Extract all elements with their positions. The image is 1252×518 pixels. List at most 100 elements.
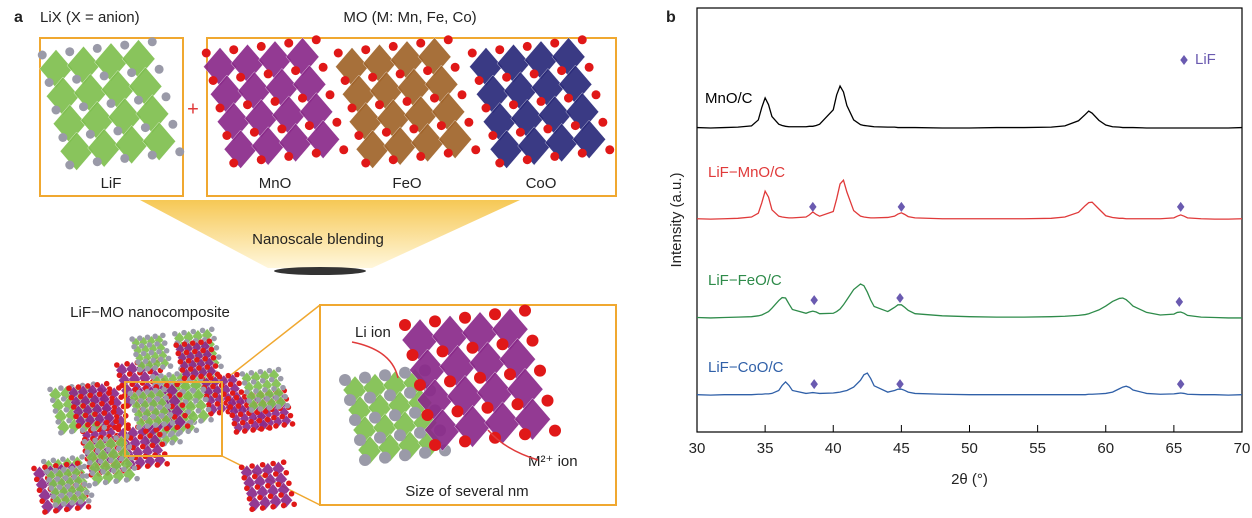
atom [104,420,110,426]
atom [39,498,45,504]
atom [55,476,61,482]
atom [166,372,172,378]
atom [229,159,238,168]
atom [264,69,273,78]
atom [550,152,559,161]
atom [430,94,439,103]
atom [409,407,421,419]
atom [120,41,129,50]
atom [142,415,148,421]
y-axis-label: Intensity (a.u.) [668,172,685,267]
atom [128,391,134,397]
atom [339,145,348,154]
atom [61,467,67,473]
atom [168,120,177,129]
atom [271,415,277,421]
atom [158,357,164,363]
atom [257,418,263,424]
figure: a LiX (X = anion) MO (M: Mn, Fe, Co) + N… [0,0,1252,518]
atom [384,389,396,401]
atom [281,503,287,509]
atom [228,382,234,388]
atom [288,413,294,419]
atom [312,149,321,158]
atom [495,159,504,168]
atom [98,459,104,465]
atom [276,367,282,373]
atom [73,414,79,420]
atom [537,97,546,106]
atom [255,484,261,490]
atom [437,121,446,130]
atom [252,474,258,480]
atom [154,341,160,347]
atom [291,66,300,75]
atom [38,51,47,60]
atom [354,131,363,140]
lif-marker [896,293,904,303]
atom [57,484,63,490]
atom [276,404,282,410]
atom [61,501,67,507]
m-ion-label: M²⁺ ion [528,453,578,470]
atom [89,492,95,498]
atom [105,447,111,453]
lix-title: LiX (X = anion) [40,9,140,26]
atom [416,39,425,48]
atom [209,347,215,353]
atom [348,104,357,113]
atom [354,434,366,446]
atom [239,464,245,470]
atom [244,485,250,491]
atom [177,392,183,398]
atom [279,414,285,420]
atom [182,376,188,382]
atom [95,448,101,454]
atom [140,406,146,412]
structure-label: FeO [392,175,421,192]
atom [215,372,221,378]
atom [516,128,525,137]
atom [100,469,106,475]
atom [285,403,291,409]
atom [592,90,601,99]
atom [543,124,552,133]
atom [101,425,107,431]
atom [66,385,72,391]
atom [113,435,119,441]
atom [90,402,96,408]
atom [389,409,401,421]
structure-label: MnO [259,175,292,192]
atom [64,462,70,468]
atom [289,491,295,497]
atom [93,44,102,53]
atom [127,371,133,377]
atom [394,429,406,441]
atom [236,403,242,409]
atom [437,345,449,357]
atom [259,426,265,432]
li-ion-label: Li ion [355,324,391,341]
atom [409,124,418,133]
atom [273,423,279,429]
atom [267,405,273,411]
atom [344,394,356,406]
atom [58,385,64,391]
atom [76,423,82,429]
atom [60,456,66,462]
atom [103,436,109,442]
atom [94,421,100,427]
atom [155,462,161,468]
atom [134,476,140,482]
atom [497,338,509,350]
atom [129,336,135,342]
atom [467,342,479,354]
atom [126,444,132,450]
atom [188,366,194,372]
atom [334,49,343,58]
atom [72,75,81,84]
atom [250,128,259,137]
atom [213,363,219,369]
x-tick-label: 55 [1029,440,1046,457]
atom [69,429,75,435]
